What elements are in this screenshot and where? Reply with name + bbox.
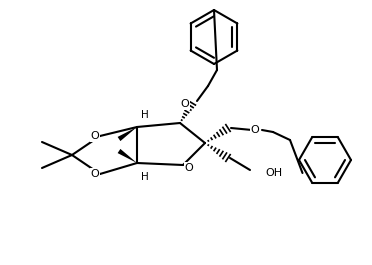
Text: O: O [91,169,99,179]
Text: H: H [141,110,149,120]
Polygon shape [118,149,137,163]
Text: O: O [251,125,259,135]
Text: OH: OH [265,168,282,178]
Text: O: O [185,163,193,173]
Text: O: O [91,131,99,141]
Polygon shape [118,127,137,141]
Text: H: H [141,172,149,182]
Text: O: O [181,99,189,109]
